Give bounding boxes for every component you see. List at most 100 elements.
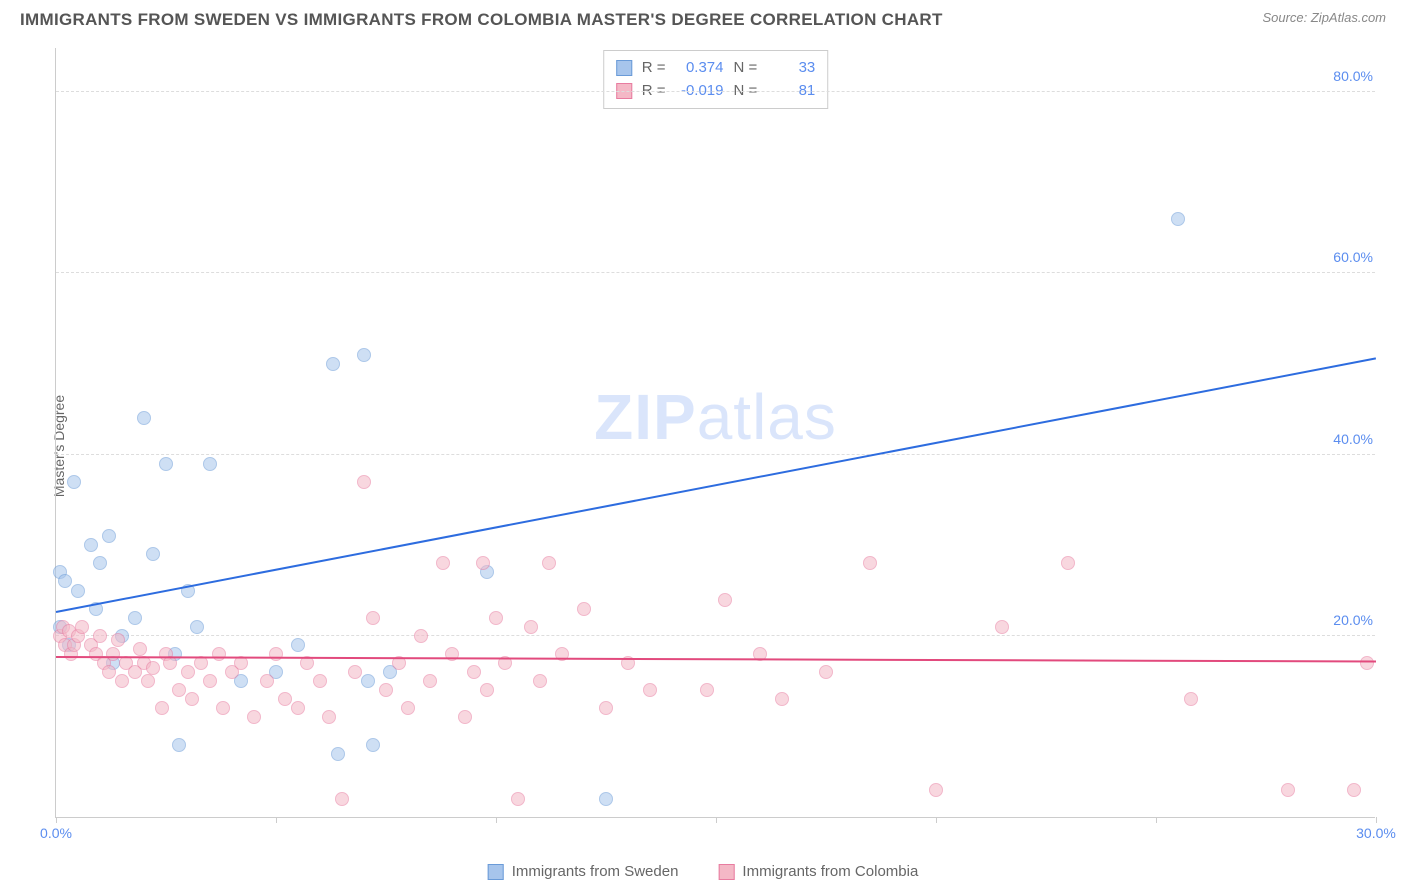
n-value: 33 [767, 57, 815, 80]
data-point [137, 411, 151, 425]
data-point [366, 611, 380, 625]
data-point [929, 783, 943, 797]
gridline [56, 635, 1375, 636]
watermark-bold: ZIP [594, 381, 697, 453]
data-point [700, 683, 714, 697]
x-tick-mark [1376, 817, 1377, 823]
data-point [489, 611, 503, 625]
data-point [357, 475, 371, 489]
data-point [599, 792, 613, 806]
data-point [335, 792, 349, 806]
data-point [93, 556, 107, 570]
data-point [146, 547, 160, 561]
legend-swatch-sweden [488, 864, 504, 880]
correlation-stats-legend: R = 0.374 N = 33 R = -0.019 N = 81 [603, 50, 829, 109]
data-point [115, 674, 129, 688]
watermark-light: atlas [697, 381, 837, 453]
data-point [133, 642, 147, 656]
source-attribution: Source: ZipAtlas.com [1262, 10, 1386, 25]
data-point [141, 674, 155, 688]
data-point [331, 747, 345, 761]
trend-line [56, 656, 1376, 663]
data-point [458, 710, 472, 724]
data-point [93, 629, 107, 643]
data-point [203, 457, 217, 471]
data-point [476, 556, 490, 570]
data-point [361, 674, 375, 688]
data-point [291, 638, 305, 652]
x-tick-mark [936, 817, 937, 823]
data-point [401, 701, 415, 715]
y-tick-label: 20.0% [1329, 612, 1377, 628]
data-point [247, 710, 261, 724]
x-tick-mark [56, 817, 57, 823]
data-point [155, 701, 169, 715]
series-legend: Immigrants from Sweden Immigrants from C… [488, 863, 919, 880]
data-point [1171, 212, 1185, 226]
y-tick-label: 80.0% [1329, 68, 1377, 84]
data-point [542, 556, 556, 570]
data-point [1347, 783, 1361, 797]
x-tick-mark [1156, 817, 1157, 823]
y-tick-label: 60.0% [1329, 249, 1377, 265]
data-point [128, 611, 142, 625]
legend-label: Immigrants from Colombia [742, 863, 918, 880]
data-point [718, 593, 732, 607]
data-point [819, 665, 833, 679]
data-point [203, 674, 217, 688]
stats-row-sweden: R = 0.374 N = 33 [616, 57, 816, 80]
data-point [216, 701, 230, 715]
data-point [322, 710, 336, 724]
data-point [313, 674, 327, 688]
data-point [106, 647, 120, 661]
data-point [67, 475, 81, 489]
data-point [524, 620, 538, 634]
data-point [643, 683, 657, 697]
n-label: N = [734, 57, 758, 80]
x-tick-mark [716, 817, 717, 823]
gridline [56, 272, 1375, 273]
data-point [436, 556, 450, 570]
chart-title: IMMIGRANTS FROM SWEDEN VS IMMIGRANTS FRO… [20, 10, 943, 30]
data-point [84, 538, 98, 552]
x-tick-label: 30.0% [1356, 825, 1396, 841]
data-point [278, 692, 292, 706]
x-tick-mark [496, 817, 497, 823]
data-point [326, 357, 340, 371]
data-point [775, 692, 789, 706]
legend-item-sweden: Immigrants from Sweden [488, 863, 679, 880]
legend-swatch-colombia [718, 864, 734, 880]
data-point [414, 629, 428, 643]
data-point [159, 457, 173, 471]
data-point [379, 683, 393, 697]
gridline [56, 91, 1375, 92]
data-point [467, 665, 481, 679]
data-point [511, 792, 525, 806]
data-point [75, 620, 89, 634]
data-point [863, 556, 877, 570]
data-point [348, 665, 362, 679]
gridline [56, 454, 1375, 455]
data-point [190, 620, 204, 634]
data-point [102, 665, 116, 679]
x-tick-label: 0.0% [40, 825, 72, 841]
y-tick-label: 40.0% [1329, 431, 1377, 447]
data-point [146, 661, 160, 675]
legend-item-colombia: Immigrants from Colombia [718, 863, 918, 880]
trend-line [56, 358, 1376, 614]
data-point [269, 647, 283, 661]
data-point [291, 701, 305, 715]
data-point [1184, 692, 1198, 706]
data-point [1061, 556, 1075, 570]
data-point [423, 674, 437, 688]
data-point [357, 348, 371, 362]
data-point [181, 665, 195, 679]
watermark: ZIPatlas [594, 380, 837, 454]
r-label: R = [642, 57, 666, 80]
data-point [533, 674, 547, 688]
data-point [58, 574, 72, 588]
data-point [260, 674, 274, 688]
data-point [995, 620, 1009, 634]
data-point [366, 738, 380, 752]
r-value: 0.374 [676, 57, 724, 80]
